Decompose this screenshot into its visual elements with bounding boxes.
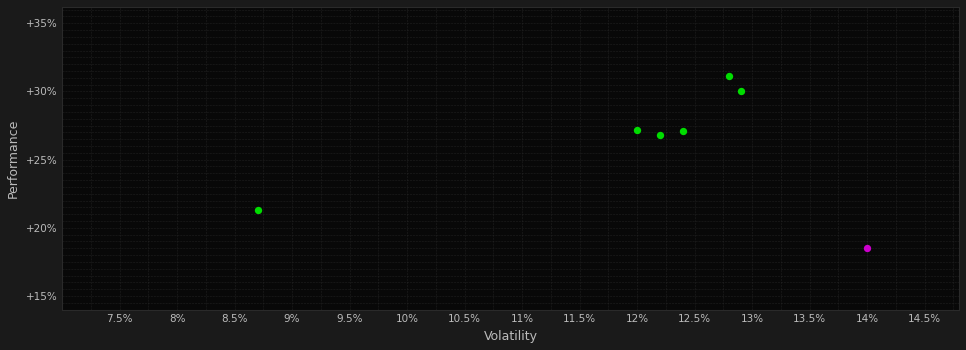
- Point: [733, 89, 749, 94]
- Point: [722, 74, 737, 79]
- Point: [652, 132, 668, 138]
- Point: [675, 128, 691, 134]
- Point: [860, 245, 875, 251]
- Y-axis label: Performance: Performance: [7, 119, 20, 198]
- Point: [250, 207, 266, 213]
- Point: [629, 127, 644, 132]
- X-axis label: Volatility: Volatility: [484, 330, 538, 343]
